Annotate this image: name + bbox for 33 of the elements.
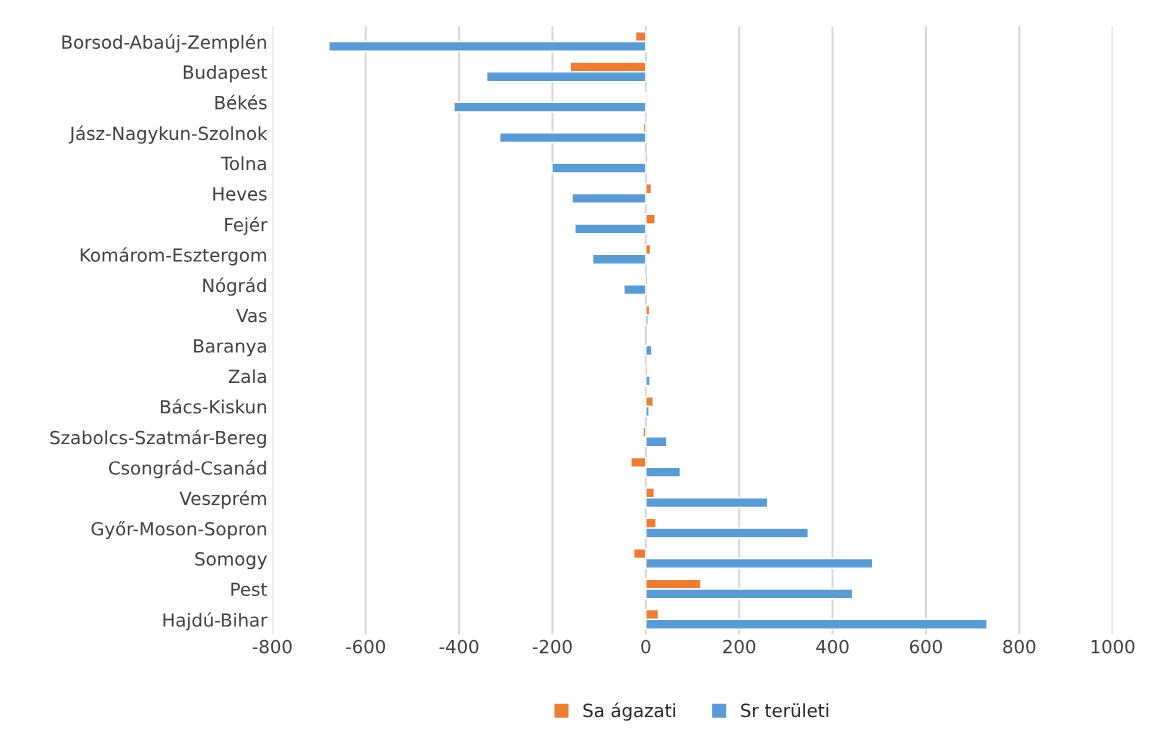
x-tick-label: 1000 [1091,639,1135,654]
bar [645,344,653,357]
y-tick-label: Tolna [220,156,266,171]
y-tick-label: Budapest [183,65,268,83]
y-tick-label: Fejér [225,216,268,235]
y-tick-label: Heves [213,187,267,201]
y-tick-label: Bács-Kiskun [160,398,266,414]
y-tick-label: Veszprém [179,490,266,509]
x-tick-label: 600 [909,639,942,654]
x-tick-label: 200 [723,639,756,654]
y-tick-label: Győr-Moson-Sopron [91,520,266,540]
x-tick-label: -800 [252,639,292,654]
x-tick-label: 800 [1003,639,1036,654]
y-tick-label: Békés [215,94,267,110]
x-tick-label: -200 [532,639,572,654]
y-tick-label: Borsod-Abaúj-Zemplén [62,34,266,53]
y-tick-label: Jász-Nagykun-Szolnok [68,125,268,144]
y-tick-label: Vas [236,308,267,323]
y-tick-label: Komárom-Esztergom [80,247,266,266]
y-tick-label: Pest [231,582,268,597]
y-tick-label: Csongrád-Csanád [109,460,266,479]
y-tick-label: Zala [228,369,266,384]
legend-label: Sa ágazati [583,702,676,721]
y-tick-label: Somogy [195,552,267,570]
x-tick-label: -600 [346,639,386,654]
y-tick-label: Baranya [194,339,266,357]
legend-label: Sr területi [741,703,829,718]
x-tick-label: 0 [641,639,651,654]
x-tick-label: -400 [439,639,479,654]
y-tick-label: Hajdú-Bihar [163,612,268,631]
y-tick-label: Szabolcs-Szatmár-Bereg [50,429,266,448]
y-tick-label: Nógrád [203,277,266,296]
x-tick-label: 400 [816,639,849,654]
